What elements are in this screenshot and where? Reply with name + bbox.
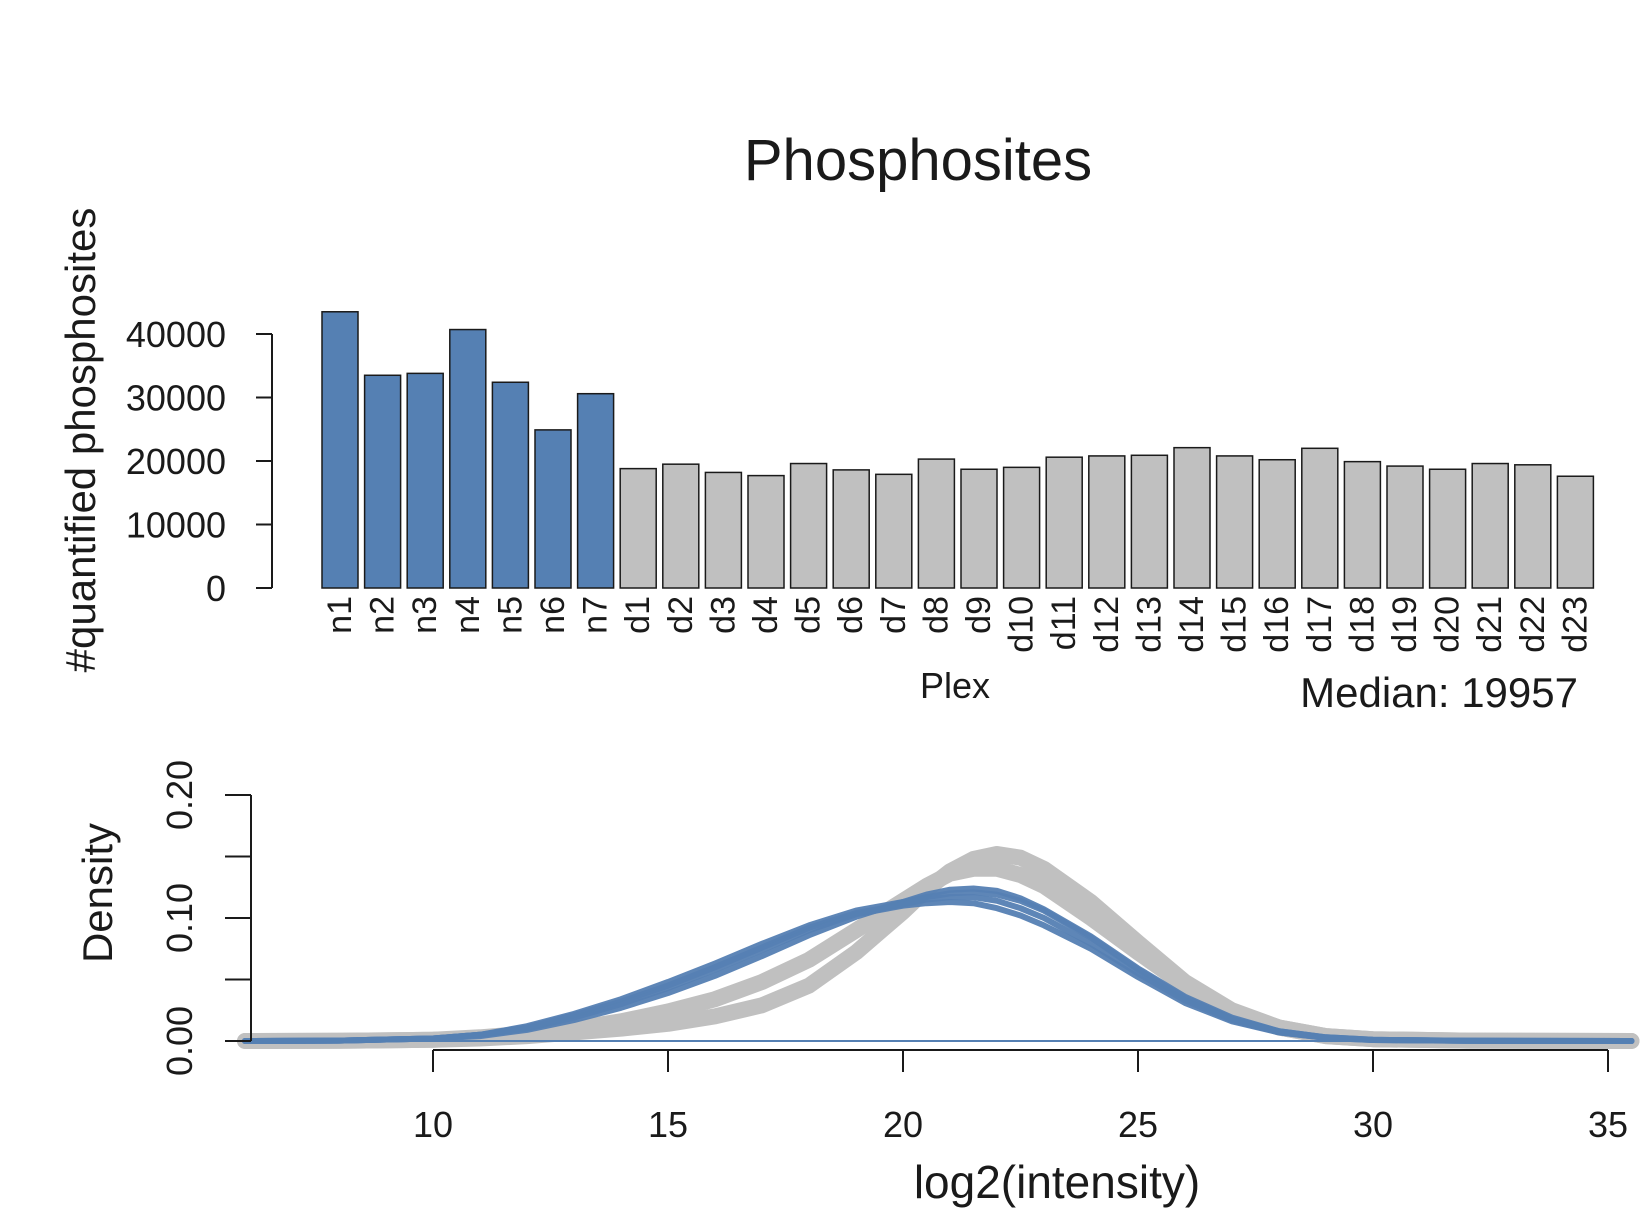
bar-y-axis-label: #quantified phosphosites (57, 208, 104, 673)
bar-d6 (832, 469, 870, 589)
density-x-tick-label: 20 (883, 1104, 923, 1145)
chart-title: Phosphosites (744, 128, 1092, 193)
density-y-tick-label: 0.20 (159, 760, 200, 830)
bar-d7 (875, 473, 913, 589)
bar-x-tick-label: d4 (747, 596, 785, 634)
bar-d4 (747, 474, 785, 589)
bar-x-tick-label: d6 (832, 596, 870, 634)
bar-x-tick-label: n3 (406, 596, 444, 634)
bar-x-tick-label: n2 (364, 596, 402, 634)
bar-x-tick-label: d22 (1514, 596, 1552, 653)
bar-x-tick-label: d11 (1045, 596, 1083, 650)
bar-x-tick-label: d23 (1556, 596, 1594, 653)
bar-x-tick-label: d7 (875, 596, 913, 634)
bar-n5 (491, 381, 530, 589)
bar-x-tick-labels: n1 n2 n3 n4 n5 n6 n7 d1 d2 d3 d4 d5 d6 d7 d8 d9 d10 d11 d1… (321, 596, 1594, 653)
bar-d19 (1386, 465, 1424, 589)
bar-d8 (917, 458, 956, 589)
bar-x-tick-label: d20 (1429, 596, 1467, 653)
bar-x-tick-label: d12 (1088, 596, 1126, 653)
bar-x-tick-label: n7 (577, 596, 615, 634)
bar-y-axis: 0 10000 20000 30000 40000 (126, 314, 273, 609)
bar-d16 (1258, 458, 1296, 589)
bar-x-tick-label: n6 (534, 596, 572, 634)
bar-d14 (1173, 446, 1211, 589)
bar-d5 (789, 462, 828, 589)
density-curve-normal (242, 894, 1635, 1044)
bar-d23 (1556, 475, 1595, 589)
density-curves (237, 846, 1640, 1049)
bar-n4 (449, 328, 487, 589)
density-x-tick-label: 25 (1118, 1104, 1158, 1145)
bar-x-tick-label: d16 (1258, 596, 1296, 653)
bar-n1 (321, 311, 359, 589)
bar-d11 (1045, 456, 1083, 589)
bar-d12 (1088, 455, 1126, 589)
bar-x-tick-label: n1 (321, 596, 359, 634)
density-x-tick-label: 15 (648, 1104, 688, 1145)
bar-x-tick-label: d21 (1471, 596, 1509, 653)
density-curve-normal (242, 885, 1635, 1044)
bar-y-tick-label: 30000 (126, 378, 226, 419)
bar-d13 (1130, 454, 1169, 589)
bar-x-axis-label: Plex (920, 665, 990, 706)
bar-x-tick-label: d5 (790, 596, 828, 634)
density-y-tick-label: 0.00 (159, 1006, 200, 1076)
bar-d3 (704, 471, 743, 589)
bar-x-tick-label: d19 (1386, 596, 1424, 653)
density-x-axis-label: log2(intensity) (914, 1156, 1200, 1208)
bar-d10 (1002, 466, 1041, 589)
bar-x-tick-label: d1 (619, 596, 657, 634)
bar-d9 (960, 468, 998, 589)
bar-y-tick-label: 40000 (126, 314, 226, 355)
bar-d21 (1471, 462, 1509, 589)
bar-d22 (1514, 464, 1552, 589)
bar-d18 (1343, 460, 1382, 589)
bar-x-tick-label: d17 (1301, 596, 1339, 653)
bar-d2 (662, 463, 700, 589)
bar-x-tick-label: d14 (1173, 596, 1211, 653)
bar-n3 (406, 372, 444, 589)
density-x-tick-label: 35 (1588, 1104, 1628, 1145)
bar-d1 (619, 467, 657, 589)
bar-d20 (1428, 468, 1467, 589)
density-axes: 0.00 0.10 0.20 10 15 20 25 30 35 (159, 760, 1628, 1145)
bar-n6 (534, 429, 572, 589)
density-curve-normal (242, 889, 1635, 1044)
bar-x-tick-label: d18 (1343, 596, 1381, 653)
bar-x-tick-label: d13 (1130, 596, 1168, 653)
bar-y-tick-label: 10000 (126, 505, 226, 546)
density-chart-panel: Density 0.00 0.10 0.20 10 15 20 25 30 35 log2(in… (74, 760, 1640, 1208)
density-y-axis-label: Density (74, 823, 121, 963)
bar-x-tick-label: d15 (1216, 596, 1254, 653)
bar-y-tick-label: 20000 (126, 441, 226, 482)
bar-n2 (363, 374, 402, 589)
bar-d17 (1301, 447, 1339, 589)
density-y-tick-label: 0.10 (159, 883, 200, 953)
median-annotation: Median: 19957 (1300, 669, 1578, 716)
bar-x-tick-label: d2 (662, 596, 700, 634)
bar-x-tick-label: n4 (449, 596, 487, 634)
bar-x-tick-label: d9 (960, 596, 998, 634)
bar-n7 (576, 392, 615, 589)
density-x-tick-label: 30 (1353, 1104, 1393, 1145)
density-x-tick-label: 10 (413, 1104, 453, 1145)
bar-x-tick-label: d10 (1003, 596, 1041, 653)
bar-x-tick-label: d8 (917, 596, 955, 634)
bar-chart-panel: Phosphosites #quantified phosphosites 0 1… (57, 128, 1594, 716)
density-curve-normal (242, 899, 1635, 1044)
bar-y-tick-label: 0 (206, 568, 226, 609)
bar-x-tick-label: n5 (491, 596, 529, 634)
bars (321, 311, 1595, 589)
density-curve-disease (237, 860, 1640, 1049)
bar-x-tick-label: d3 (704, 596, 742, 634)
bar-d15 (1215, 455, 1254, 589)
